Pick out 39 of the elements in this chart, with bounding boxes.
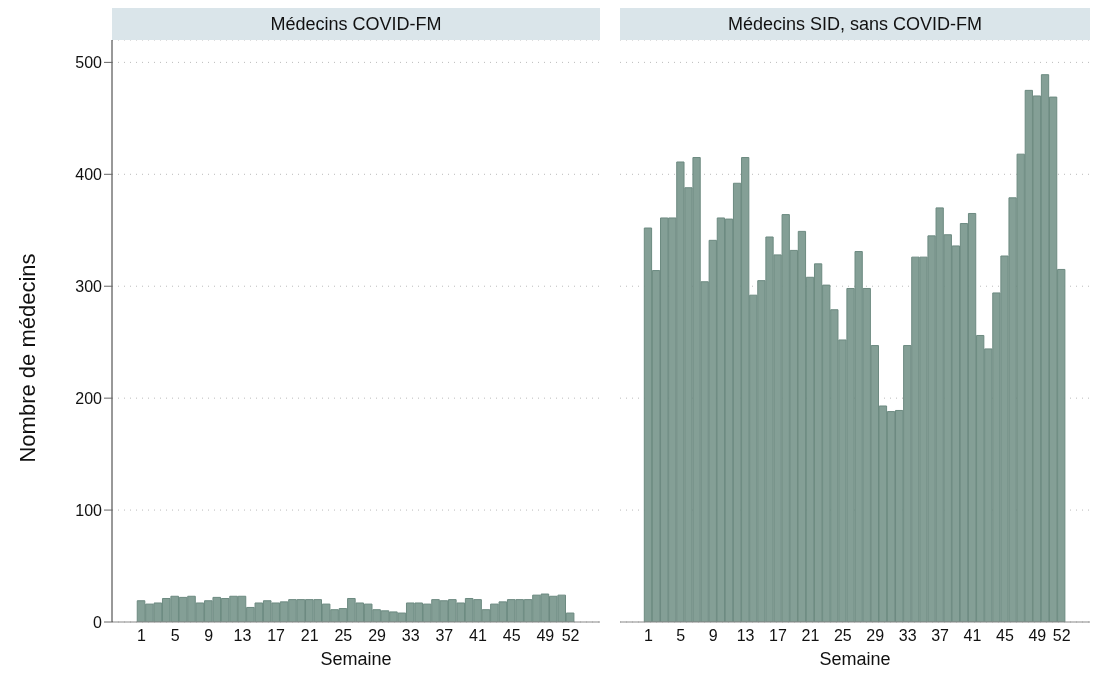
x-tick-label: 45 [996,627,1014,645]
x-tick-label: 52 [1052,627,1071,645]
y-tick-label: 100 [75,501,103,519]
x-tick-label: 49 [1028,627,1047,645]
x-tick-label: 9 [204,627,214,645]
x-tick-label: 13 [233,627,252,645]
x-tick-label: 5 [170,627,180,645]
x-axis-title: Semaine [819,649,891,669]
chart-title: Médecins COVID-FM [112,8,600,40]
x-tick-label: 29 [368,627,387,645]
x-tick-label: 33 [401,627,420,645]
x-tick-label: 21 [801,627,820,645]
x-tick-label: 9 [708,627,718,645]
x-tick-label: 37 [931,627,950,645]
x-tick-label: 25 [833,627,852,645]
x-tick-label: 29 [866,627,885,645]
y-tick-label: 200 [75,389,103,407]
x-tick-label: 37 [435,627,454,645]
x-tick-label: 5 [676,627,686,645]
x-tick-label: 45 [502,627,521,645]
x-tick-label: 52 [561,627,580,645]
chart-title: Médecins SID, sans COVID-FM [620,8,1090,40]
x-tick-label: 33 [898,627,917,645]
x-axis-title: Semaine [320,649,392,669]
x-tick-label: 21 [300,627,319,645]
x-tick-label: 41 [469,627,487,645]
x-tick-label: 25 [334,627,353,645]
y-tick-label: 400 [75,165,103,183]
x-tick-label: 13 [736,627,755,645]
y-axis-title: Nombre de médecins [15,253,41,463]
x-tick-label: 17 [769,627,788,645]
x-tick-label: 17 [267,627,286,645]
y-tick-label: 500 [75,54,103,72]
y-tick-label: 0 [93,613,103,631]
x-tick-label: 1 [643,627,653,645]
y-tick-label: 300 [75,277,103,295]
x-tick-label: 41 [963,627,982,645]
x-tick-label: 1 [137,627,146,645]
x-tick-label: 49 [536,627,555,645]
